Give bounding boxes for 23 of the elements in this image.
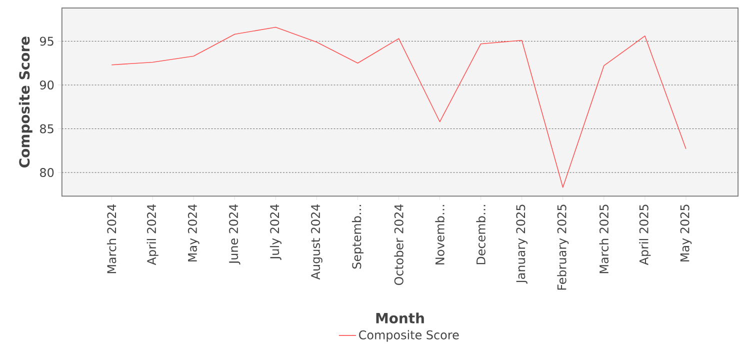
y-axis-title: Composite Score bbox=[18, 36, 32, 168]
x-tick-label: June 2024 bbox=[229, 204, 240, 265]
x-tick-label: July 2024 bbox=[270, 204, 282, 260]
x-tick-label: March 2025 bbox=[599, 204, 609, 274]
x-tick-label: May 2025 bbox=[680, 204, 692, 262]
x-tick-label: March 2024 bbox=[106, 204, 116, 274]
x-tick-label: January 2025 bbox=[516, 204, 528, 284]
x-tick-label: August 2024 bbox=[311, 204, 322, 280]
x-tick-label: February 2025 bbox=[557, 204, 569, 290]
y-tick-label: 80 bbox=[40, 168, 54, 178]
x-tick-label: October 2024 bbox=[394, 204, 404, 286]
x-tick-label: Novemb… bbox=[435, 205, 444, 265]
line-series bbox=[111, 27, 686, 188]
x-tick-label: Decemb… bbox=[476, 205, 486, 264]
x-tick-label: Septemb… bbox=[352, 205, 364, 269]
x-tick-label: April 2025 bbox=[639, 204, 651, 266]
y-tick-label: 85 bbox=[40, 124, 54, 134]
legend-label: Composite Score bbox=[359, 330, 459, 342]
y-tick-label: 95 bbox=[40, 36, 54, 46]
x-axis-title: Month bbox=[376, 312, 424, 324]
y-tick-label: 90 bbox=[40, 80, 54, 90]
x-tick-label: April 2024 bbox=[146, 204, 158, 266]
x-tick-label: May 2024 bbox=[188, 204, 200, 262]
